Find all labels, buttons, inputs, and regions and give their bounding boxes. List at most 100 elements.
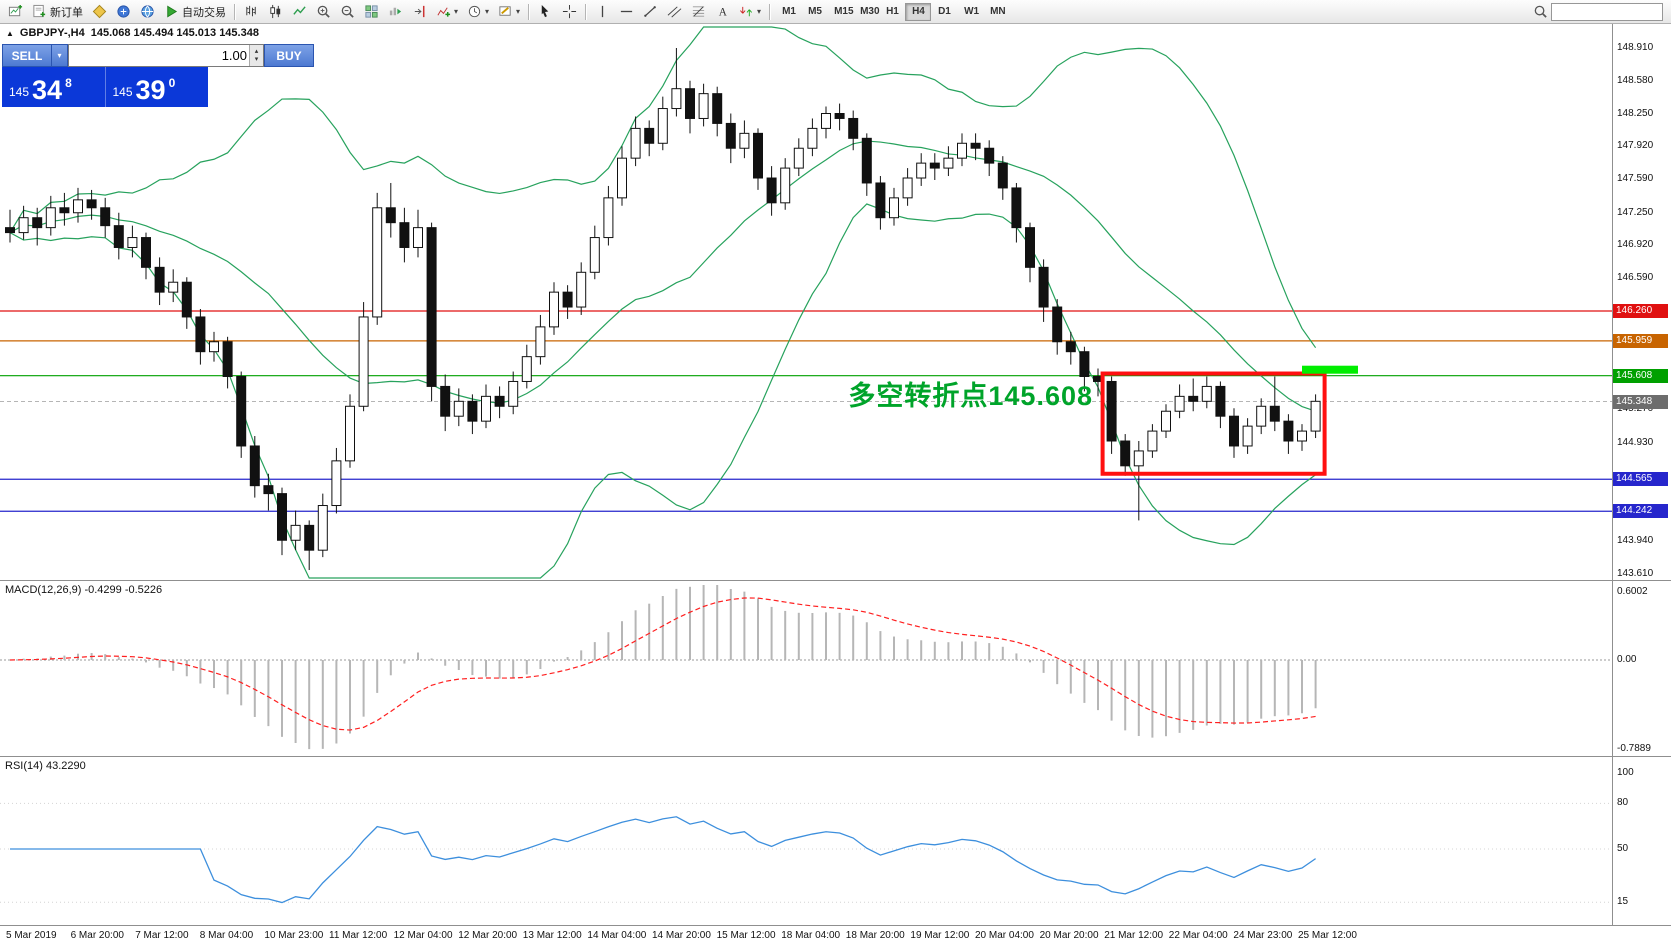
horizontal-line-button[interactable] [615, 2, 638, 22]
toolbar-search-input[interactable] [1551, 2, 1663, 21]
macd-tick-label: -0.7889 [1617, 743, 1651, 755]
ohlc-values: 145.068 145.494 145.013 145.348 [90, 27, 259, 39]
text-tool-icon: A [719, 6, 728, 18]
periods-caret-icon: ▾ [485, 7, 490, 16]
cursor-button[interactable] [534, 2, 557, 22]
macd-panel-label: MACD(12,26,9) -0.4299 -0.5226 [5, 584, 163, 596]
rsi-tick-label: 50 [1617, 843, 1629, 854]
templates-button[interactable]: ▾ [494, 2, 524, 22]
price-tick-label: 145.270 [1617, 403, 1654, 415]
time-axis-label: 24 Mar 23:00 [1233, 930, 1293, 941]
time-axis-label: 21 Mar 12:00 [1104, 930, 1164, 941]
volume-down-button[interactable]: ▾ [254, 55, 259, 63]
svg-text:A: A [719, 6, 728, 18]
price-marker-box: 145.959 [1613, 333, 1668, 348]
arrows-tool-button[interactable]: ▾ [735, 2, 765, 22]
tile-windows-icon [365, 5, 378, 18]
auto-scroll-icon [389, 7, 402, 16]
volume-dropdown-button[interactable]: ▾ [52, 44, 68, 67]
zoom-in-button[interactable] [312, 2, 335, 22]
candlestick-chart-icon [270, 4, 281, 19]
sell-price[interactable]: 145 34 8 [9, 75, 72, 106]
zoom-out-icon [341, 5, 354, 18]
price-tick-label: 147.250 [1617, 206, 1654, 218]
timeframe-button-w1[interactable]: W1 [957, 3, 983, 21]
time-axis-label: 11 Mar 12:00 [329, 930, 388, 941]
channel-button[interactable] [663, 2, 686, 22]
buy-button[interactable]: BUY [264, 44, 314, 67]
candlestick-chart-button[interactable] [264, 2, 287, 22]
volume-spinner: ▴ ▾ [249, 45, 263, 66]
indicators-caret-icon: ▾ [454, 7, 459, 16]
text-tool-button[interactable]: A [711, 2, 734, 22]
new-chart-button[interactable] [4, 2, 27, 22]
auto-trading-button[interactable]: 自动交易 [160, 2, 230, 22]
rsi-tick-label: 15 [1617, 896, 1629, 908]
time-axis-label: 5 Mar 2019 [6, 930, 57, 941]
toolbar: 新订单 自动交易 ▾ ▾ ▾ [0, 0, 1671, 24]
timeframe-button-m15[interactable]: M15 [827, 3, 853, 21]
tile-windows-button[interactable] [360, 2, 383, 22]
timeframe-button-m30[interactable]: M30 [853, 3, 879, 21]
bar-chart-button[interactable] [240, 2, 263, 22]
profiles-button[interactable] [88, 2, 111, 22]
timeframe-button-d1[interactable]: D1 [931, 3, 957, 21]
arrows-caret-icon: ▾ [757, 7, 762, 16]
macd-tick-label: 0.6002 [1617, 586, 1648, 598]
bar-chart-icon [246, 5, 256, 17]
channel-icon [667, 6, 682, 18]
zoom-out-button[interactable] [336, 2, 359, 22]
auto-trading-label: 自动交易 [182, 6, 226, 19]
price-marker-box: 144.242 [1613, 504, 1668, 519]
trendline-button[interactable] [639, 2, 662, 22]
time-axis-label: 6 Mar 20:00 [70, 930, 124, 941]
time-axis-label: 14 Mar 04:00 [587, 930, 647, 941]
time-axis-label: 14 Mar 20:00 [652, 930, 711, 941]
chart-shift-button[interactable] [408, 2, 431, 22]
cursor-icon [541, 4, 549, 18]
auto-scroll-button[interactable] [384, 2, 407, 22]
buy-price[interactable]: 145 39 0 [104, 67, 209, 107]
timeframe-button-h4[interactable]: H4 [905, 2, 932, 21]
periods-button[interactable]: ▾ [463, 2, 493, 22]
navigator-button[interactable] [136, 2, 159, 22]
timeframe-button-m5[interactable]: M5 [801, 3, 827, 21]
new-order-button[interactable]: 新订单 [28, 2, 87, 22]
volume-input[interactable] [69, 45, 249, 66]
templates-caret-icon: ▾ [516, 7, 521, 16]
price-tick-label: 143.940 [1617, 535, 1654, 547]
turning-point-annotation: 多空转折点145.608 [848, 381, 1093, 411]
toolbar-separator [528, 3, 531, 20]
arrows-tool-icon [740, 6, 753, 17]
timeframe-group: M1 M5 M15 M30 H1 H4 D1 W1 MN [775, 2, 1009, 21]
volume-up-button[interactable]: ▴ [254, 47, 259, 55]
price-tick-label: 146.920 [1617, 239, 1654, 251]
time-axis-label: 19 Mar 12:00 [910, 930, 970, 941]
trendline-icon [644, 6, 656, 17]
sell-button[interactable]: SELL [2, 44, 52, 67]
symbol-line: ▲ GBPJPY-,H4 145.068 145.494 145.013 145… [6, 27, 259, 39]
time-axis-label: 10 Mar 23:00 [264, 930, 324, 941]
timeframe-button-mn[interactable]: MN [983, 3, 1009, 21]
indicators-button[interactable]: ▾ [432, 2, 462, 22]
auto-trading-play-icon [167, 5, 178, 18]
crosshair-button[interactable] [558, 2, 581, 22]
line-chart-button[interactable] [288, 2, 311, 22]
time-axis-label: 25 Mar 12:00 [1298, 930, 1357, 941]
navigator-icon [141, 5, 154, 18]
time-axis[interactable]: 5 Mar 2019 6 Mar 20:00 7 Mar 12:00 8 Mar 04… [0, 925, 1671, 948]
horizontal-line-icon [620, 10, 633, 13]
time-axis-label: 12 Mar 20:00 [458, 930, 518, 941]
price-tick-label: 147.590 [1617, 173, 1654, 184]
price-tick-label: 143.610 [1617, 568, 1654, 579]
vertical-line-button[interactable] [591, 2, 614, 22]
timeframe-button-h1[interactable]: H1 [879, 3, 905, 21]
time-axis-label: 13 Mar 12:00 [522, 930, 582, 941]
market-watch-button[interactable] [112, 2, 135, 22]
line-chart-icon [293, 6, 306, 15]
fibonacci-button[interactable] [687, 2, 710, 22]
price-tick-label: 147.920 [1617, 140, 1654, 152]
price-scale[interactable]: 148.910 148.580 148.250 147.920 147.590 147.2… [1613, 0, 1671, 947]
timeframe-button-m1[interactable]: M1 [775, 3, 801, 21]
